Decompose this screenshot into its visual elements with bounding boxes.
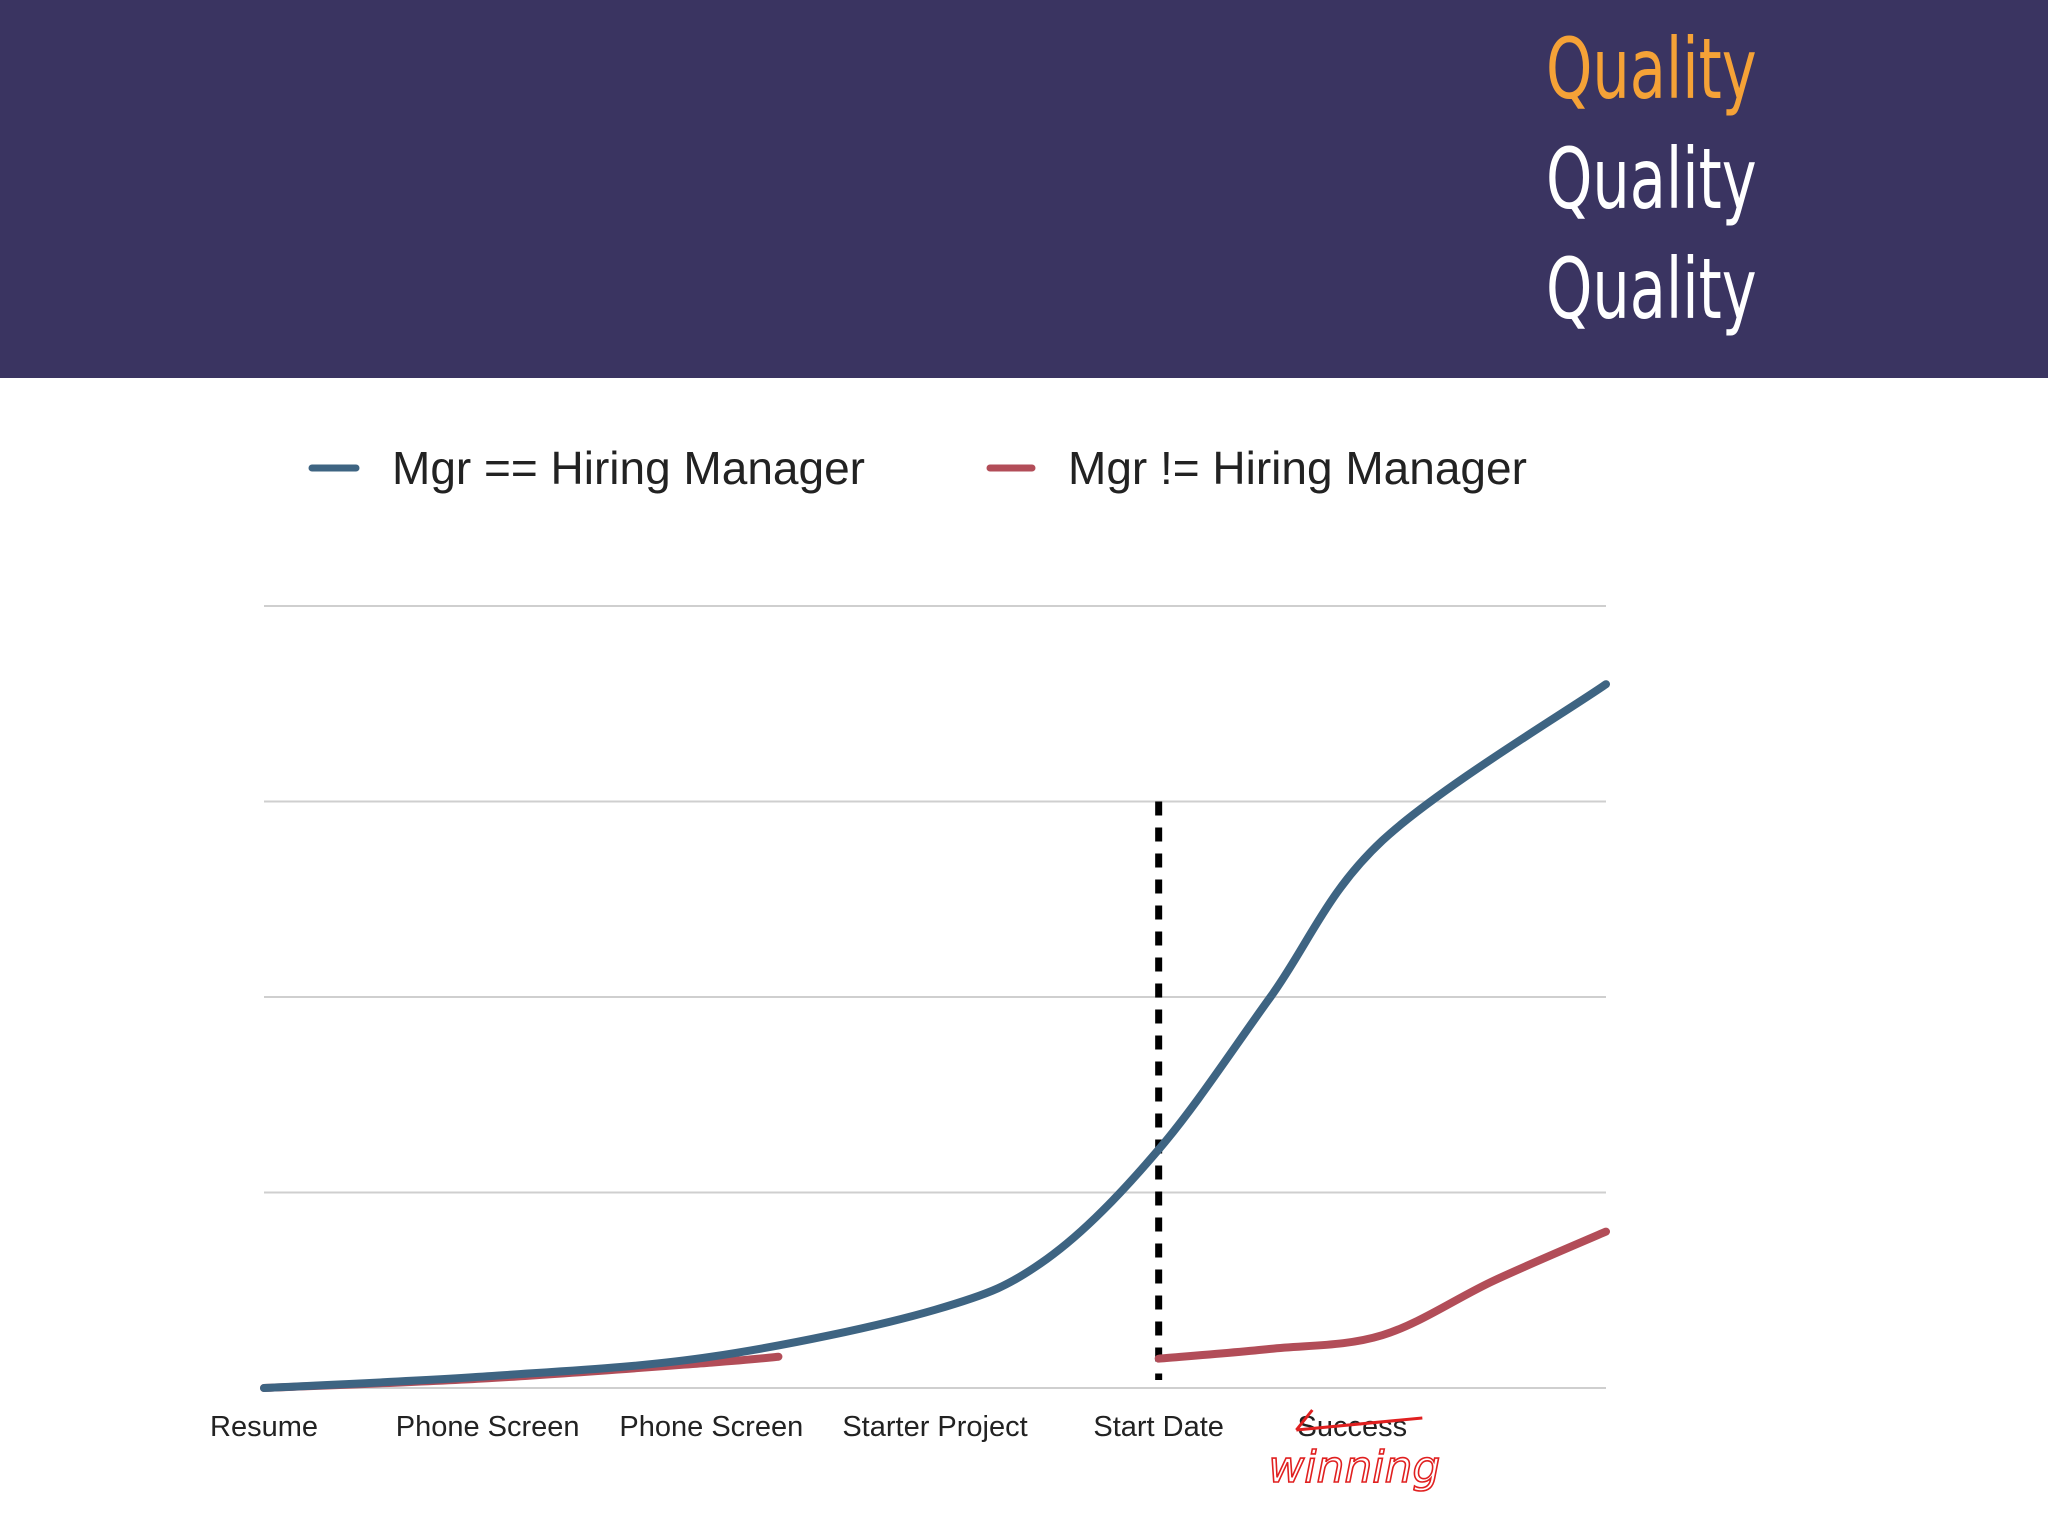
quality-word-3: Quality [1546,240,1757,338]
gridlines [264,605,1606,1389]
legend-label-series-1: Mgr == Hiring Manager [392,442,865,494]
legend: Mgr == Hiring Manager Mgr != Hiring Mana… [308,442,1527,494]
series-lines [260,680,1610,1392]
line-chart: Mgr == Hiring Manager Mgr != Hiring Mana… [210,442,1610,1494]
legend-label-series-2: Mgr != Hiring Manager [1068,442,1527,494]
quality-stack: Quality Quality Quality [1546,14,1966,344]
tick-start-date: Start Date [1093,1411,1224,1443]
quality-word-1: Quality [1546,20,1757,118]
series-1-line [260,680,1610,1392]
strike-through-hook [1295,1409,1314,1431]
x-tick-labels: Resume Phone Screen Phone Screen Starter Pr… [210,1409,1441,1494]
series-2-line-late [1154,1227,1610,1363]
tick-resume: Resume [210,1411,318,1443]
tick-phone-screen-2: Phone Screen [619,1411,803,1443]
strike-through-mark [1296,1416,1423,1432]
header-band: Quality Quality Quality [0,0,2048,378]
quality-word-2: Quality [1546,130,1757,228]
tick-starter-project: Starter Project [842,1411,1027,1443]
tick-winning-handwritten: winning [1268,1442,1440,1493]
tick-phone-screen-1: Phone Screen [396,1411,580,1443]
